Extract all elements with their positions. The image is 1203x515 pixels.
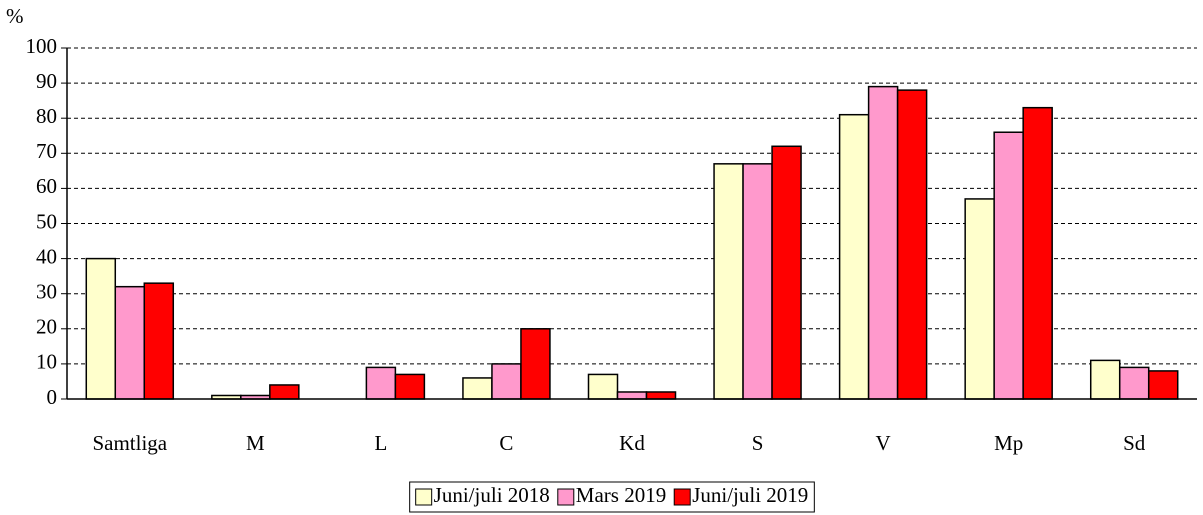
x-tick-label: Sd [1123,431,1146,455]
bar [742,163,773,400]
bar [771,145,802,400]
bar [1147,370,1179,400]
bar [867,85,899,400]
y-axis-label: % [6,4,24,28]
x-tick-label: S [752,431,764,455]
y-tick-label: 80 [36,104,57,128]
legend-box [409,481,815,513]
legend-swatch [415,488,433,506]
y-tick-label: 60 [36,174,57,198]
bar [365,366,397,400]
legend-label: Mars 2019 [576,483,666,507]
x-tick-label: V [876,431,891,455]
y-tick-label: 0 [47,385,58,409]
y-tick-label: 40 [36,244,57,268]
x-tick-label: Kd [619,431,645,455]
x-tick-label: C [499,431,513,455]
x-tick-label: Mp [994,431,1023,455]
bar [269,384,300,400]
bar [1118,366,1150,400]
legend: Juni/juli 2018 Mars 2019 Juni/juli 2019 [409,481,815,513]
bar [993,131,1024,400]
bar [491,363,522,400]
y-tick-label: 50 [36,209,57,233]
bar [896,89,928,400]
y-tick-label: 70 [36,139,57,163]
y-tick-label: 30 [36,280,57,304]
y-tick-label: 20 [36,315,57,339]
legend-swatch [673,488,691,506]
bar [1022,106,1053,400]
x-tick-label: M [246,431,265,455]
y-tick-label: 10 [36,350,57,374]
bar [143,282,175,400]
y-tick-label: 100 [26,34,58,58]
bar [114,285,146,400]
bar [520,328,551,400]
bar [838,113,870,400]
x-tick-label: Samtliga [92,431,167,455]
legend-swatch [557,488,575,506]
legend-label: Juni/juli 2018 [434,483,550,507]
bar [964,198,995,400]
legend-label: Juni/juli 2019 [692,483,808,507]
bar [616,391,648,400]
x-tick-label: L [374,431,387,455]
bar [645,391,677,400]
bar [394,373,426,400]
bar [1089,359,1121,400]
bar [462,377,493,400]
bar [85,257,117,400]
bar [587,373,619,400]
y-tick-label: 90 [36,69,57,93]
bar [713,163,744,400]
